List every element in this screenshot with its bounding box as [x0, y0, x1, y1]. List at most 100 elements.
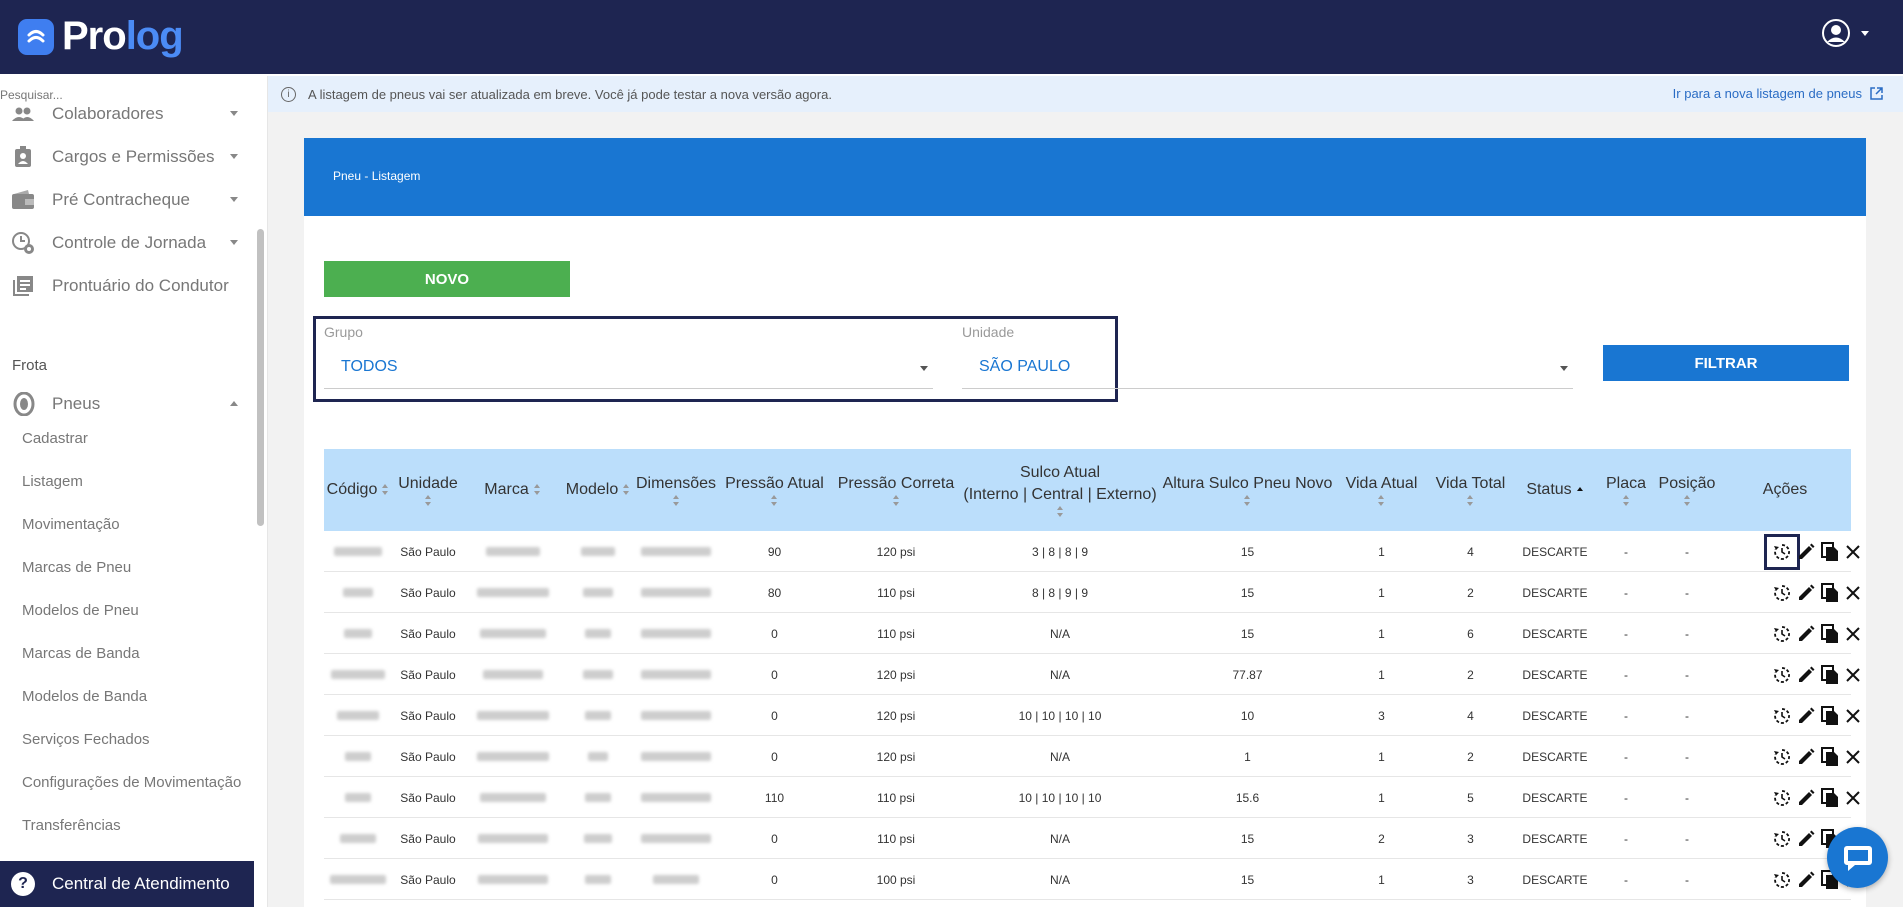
history-icon[interactable] [1773, 871, 1791, 889]
logo[interactable]: Prolog [18, 14, 184, 59]
sort-icon [1244, 495, 1251, 507]
redacted-text [641, 711, 711, 720]
cell-unidade: São Paulo [400, 831, 456, 846]
cell-unidade: São Paulo [400, 626, 456, 641]
col-vida-atual[interactable]: Vida Atual [1335, 449, 1428, 531]
col-codigo[interactable]: Código [324, 449, 392, 531]
copy-icon[interactable] [1821, 582, 1839, 602]
edit-icon[interactable] [1797, 707, 1815, 725]
col-status[interactable]: Status [1513, 449, 1597, 531]
history-icon[interactable] [1764, 533, 1800, 570]
copy-icon[interactable] [1821, 705, 1839, 725]
col-pressao-atual[interactable]: Pressão Atual [717, 449, 832, 531]
delete-icon[interactable] [1845, 789, 1861, 807]
edit-icon[interactable] [1797, 584, 1815, 602]
sidebar-subitem-config-movimentacao[interactable]: Configurações de Movimentação [22, 774, 242, 791]
history-icon[interactable] [1773, 584, 1791, 602]
history-icon[interactable] [1773, 830, 1791, 848]
user-menu[interactable] [1821, 18, 1869, 48]
filtrar-button[interactable]: FILTRAR [1603, 345, 1849, 381]
sidebar-item-controle-jornada[interactable]: Controle de Jornada [0, 223, 250, 263]
copy-icon[interactable] [1821, 787, 1839, 807]
col-vida-total[interactable]: Vida Total [1428, 449, 1513, 531]
cell-pressao-atual: 0 [771, 872, 778, 887]
sidebar-subitem-servicos-fechados[interactable]: Serviços Fechados [22, 731, 150, 748]
copy-icon[interactable] [1821, 746, 1839, 766]
document-list-icon [11, 274, 35, 298]
clock-gear-icon [11, 231, 35, 255]
edit-icon[interactable] [1797, 543, 1815, 561]
edit-icon[interactable] [1797, 666, 1815, 684]
delete-icon[interactable] [1845, 543, 1861, 561]
delete-icon[interactable] [1845, 707, 1861, 725]
edit-icon[interactable] [1797, 871, 1815, 889]
copy-icon[interactable] [1821, 541, 1839, 561]
edit-icon[interactable] [1797, 830, 1815, 848]
delete-icon[interactable] [1845, 666, 1861, 684]
cell-vida-atual: 2 [1378, 831, 1385, 846]
col-sulco-atual[interactable]: Sulco Atual (Interno | Central | Externo) [960, 449, 1160, 531]
redacted-text [344, 629, 372, 638]
central-atendimento-button[interactable]: ? Central de Atendimento [0, 861, 254, 907]
sidebar-subitem-marcas-pneu[interactable]: Marcas de Pneu [22, 559, 132, 576]
unidade-select[interactable]: SÃO PAULO [979, 358, 1071, 375]
edit-icon[interactable] [1797, 789, 1815, 807]
sidebar-item-pneus[interactable]: Pneus [0, 384, 250, 424]
col-placa[interactable]: Placa [1597, 449, 1655, 531]
delete-icon[interactable] [1845, 748, 1861, 766]
col-pressao-correta[interactable]: Pressão Correta [832, 449, 960, 531]
cell-modelo-redacted [561, 695, 635, 736]
col-posicao[interactable]: Posição [1655, 449, 1719, 531]
new-listing-link[interactable]: Ir para a nova listagem de pneus [1673, 86, 1883, 101]
cell-status: DESCARTE [1522, 749, 1588, 764]
row-actions [1773, 654, 1860, 695]
top-bar: Prolog [0, 0, 1903, 74]
sidebar-item-label: Pneus [52, 394, 101, 413]
sidebar-subitem-modelos-pneu[interactable]: Modelos de Pneu [22, 602, 139, 619]
history-icon[interactable] [1773, 666, 1791, 684]
col-modelo[interactable]: Modelo [561, 449, 635, 531]
sidebar-search-input[interactable]: Pesquisar... [0, 88, 63, 102]
wallet-icon [11, 188, 35, 212]
unidade-dropdown-icon[interactable] [1560, 366, 1568, 371]
copy-icon[interactable] [1821, 623, 1839, 643]
history-icon[interactable] [1773, 748, 1791, 766]
col-unidade[interactable]: Unidade [392, 449, 464, 531]
sidebar-subitem-modelos-banda[interactable]: Modelos de Banda [22, 688, 148, 705]
sidebar-item-colaboradores[interactable]: Colaboradores [0, 94, 250, 134]
history-icon[interactable] [1773, 789, 1791, 807]
grupo-select[interactable]: TODOS [341, 358, 398, 375]
redacted-text [476, 588, 549, 597]
sidebar-subitem-cadastrar[interactable]: Cadastrar [22, 430, 88, 447]
tire-icon [11, 392, 35, 416]
grupo-dropdown-icon[interactable] [920, 366, 928, 371]
delete-icon[interactable] [1845, 625, 1861, 643]
sidebar-subitem-movimentacao[interactable]: Movimentação [22, 516, 120, 533]
copy-icon[interactable] [1821, 664, 1839, 684]
sidebar-item-pre-contracheque[interactable]: Pré Contracheque [0, 180, 250, 220]
cell-modelo-redacted [561, 818, 635, 859]
cell-modelo-redacted [561, 736, 635, 777]
col-marca[interactable]: Marca [464, 449, 561, 531]
sidebar-subitem-transferencias[interactable]: Transferências [22, 817, 121, 834]
cell-codigo-redacted [324, 531, 392, 572]
scrollbar-thumb[interactable] [257, 229, 264, 526]
sidebar-scrollbar[interactable] [254, 76, 266, 907]
history-icon[interactable] [1773, 707, 1791, 725]
sidebar-subitem-marcas-banda[interactable]: Marcas de Banda [22, 645, 140, 662]
history-icon[interactable] [1773, 625, 1791, 643]
sidebar-item-cargos[interactable]: Cargos e Permissões [0, 137, 250, 177]
edit-icon[interactable] [1797, 748, 1815, 766]
delete-icon[interactable] [1845, 584, 1861, 602]
col-altura-sulco[interactable]: Altura Sulco Pneu Novo [1160, 449, 1335, 531]
edit-icon[interactable] [1797, 625, 1815, 643]
chat-button[interactable] [1827, 827, 1888, 888]
col-dimensoes[interactable]: Dimensões [635, 449, 717, 531]
novo-button[interactable]: NOVO [324, 261, 570, 297]
redacted-text [479, 629, 546, 638]
sidebar-subitem-listagem[interactable]: Listagem [22, 473, 83, 490]
sidebar-item-prontuario[interactable]: Prontuário do Condutor [0, 266, 250, 306]
cell-dimensoes-redacted [635, 531, 717, 572]
cell-posicao: - [1685, 749, 1689, 764]
row-actions [1773, 736, 1860, 777]
